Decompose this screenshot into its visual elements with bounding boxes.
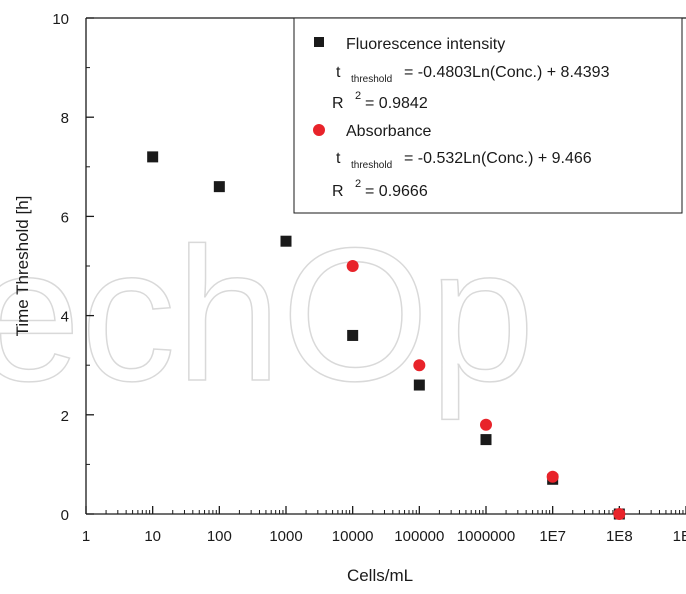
legend-fit2-r-value: = 0.9666 xyxy=(365,183,428,200)
legend-label-absorbance: Absorbance xyxy=(346,123,431,140)
legend-fit2-subscript: threshold xyxy=(351,160,392,171)
x-tick-label: 100000 xyxy=(394,528,444,545)
legend-fit1-r-value: = 0.9842 xyxy=(365,95,428,112)
legend-fit1-t: t xyxy=(336,64,341,81)
absorbance-point xyxy=(346,260,359,272)
x-tick-label: 100 xyxy=(207,528,232,545)
x-ticks xyxy=(85,506,686,514)
x-tick-label: 1 xyxy=(82,528,90,545)
x-tick-label: 1E7 xyxy=(539,528,566,545)
absorbance-point xyxy=(413,359,426,372)
absorbance-point xyxy=(480,418,492,431)
series-absorbance-points xyxy=(346,260,626,520)
fluorescence-point xyxy=(280,235,292,247)
y-tick-label: 4 xyxy=(61,309,69,326)
fluorescence-point xyxy=(147,151,159,163)
legend-fit2-r: R xyxy=(332,183,344,200)
fluorescence-point xyxy=(480,434,492,446)
legend-fit1-superscript: 2 xyxy=(355,90,361,102)
legend-fit1-r: R xyxy=(332,95,344,112)
legend-fit1-equation: = -0.4803Ln(Conc.) + 8.4393 xyxy=(404,64,610,81)
fluorescence-point xyxy=(347,329,359,341)
x-tick-label: 10 xyxy=(144,528,161,545)
y-axis-title: Time Threshold [h] xyxy=(13,196,32,337)
watermark: echOp xyxy=(0,209,535,421)
y-tick-label: 6 xyxy=(61,209,69,226)
legend-marker-fluorescence xyxy=(314,37,324,47)
legend-marker-absorbance xyxy=(313,124,325,136)
x-axis-title: Cells/mL xyxy=(347,566,413,585)
x-tick-label: 10000 xyxy=(332,528,374,545)
y-tick-label: 2 xyxy=(61,408,69,425)
legend-fit2-superscript: 2 xyxy=(355,178,361,190)
absorbance-point xyxy=(546,470,559,483)
x-tick-label: 1000 xyxy=(269,528,302,545)
fluorescence-point xyxy=(213,181,225,193)
x-tick-label: 1000000 xyxy=(457,528,515,545)
legend-label-fluorescence: Fluorescence intensity xyxy=(346,36,505,53)
absorbance-point xyxy=(613,508,626,520)
legend-fit2-equation: = -0.532Ln(Conc.) + 9.466 xyxy=(404,150,592,167)
x-tick-labels: 1 10 100 1000 10000 100000 1000000 1E7 1E8 1E9 xyxy=(82,528,686,545)
y-tick-labels: 0 2 4 6 8 10 xyxy=(52,11,69,524)
legend-fit1-subscript: threshold xyxy=(351,74,392,85)
x-tick-label: 1E9 xyxy=(673,528,686,545)
x-tick-label: 1E8 xyxy=(606,528,633,545)
y-ticks xyxy=(86,17,94,515)
legend-box xyxy=(293,17,683,214)
legend-fit2-t: t xyxy=(336,150,341,167)
y-tick-label: 0 xyxy=(61,507,69,524)
fluorescence-point xyxy=(413,379,425,391)
y-tick-label: 10 xyxy=(52,11,69,28)
y-tick-label: 8 xyxy=(61,110,69,127)
legend: Fluorescence intensity t threshold = -0.… xyxy=(293,17,683,214)
